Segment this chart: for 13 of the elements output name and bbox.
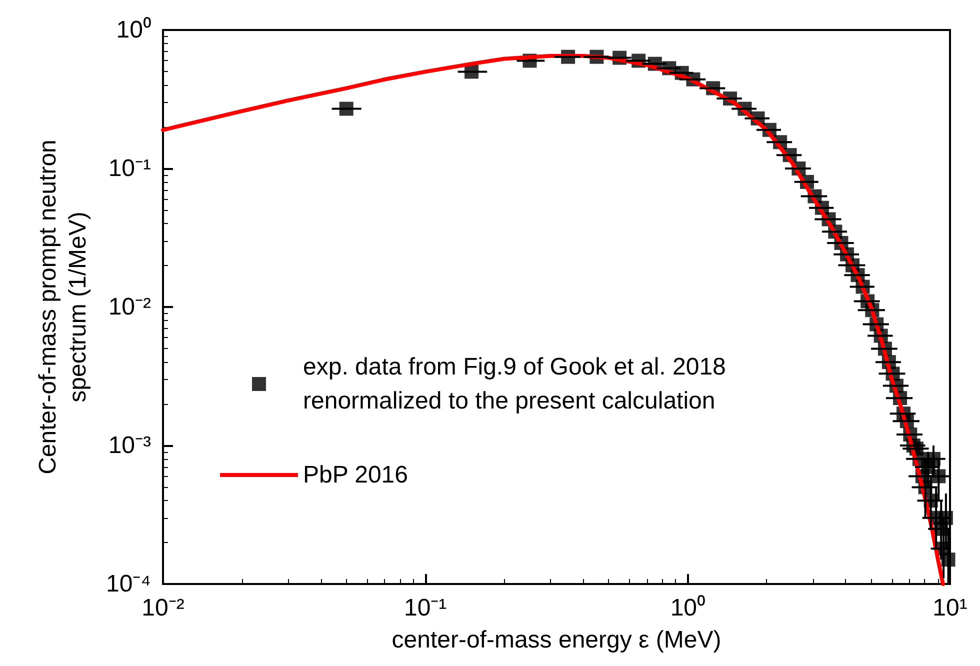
x-tick-label: 10⁻² <box>142 594 184 622</box>
y-tick-label: 10⁻¹ <box>108 155 152 182</box>
x-tick-label: 10⁰ <box>670 594 706 622</box>
y-tick-label: 10⁻² <box>108 294 152 320</box>
legend-label: PbP 2016 <box>303 462 408 488</box>
y-tick-label: 10⁻³ <box>108 432 152 459</box>
x-tick-label: 10¹ <box>932 594 968 622</box>
x-axis-title: center-of-mass energy ε (MeV) <box>392 626 722 654</box>
y-tick-label: 10⁻⁴ <box>106 570 151 598</box>
y-axis-title: Center-of-mass prompt neutron spectrum (1/MeV) <box>34 140 92 474</box>
y-tick-label: 10⁰ <box>116 16 151 44</box>
x-tick-label: 10⁻¹ <box>404 594 447 622</box>
legend-label: exp. data from Fig.9 of Gook et al. 2018 renormalized to the present calculation <box>303 354 726 414</box>
